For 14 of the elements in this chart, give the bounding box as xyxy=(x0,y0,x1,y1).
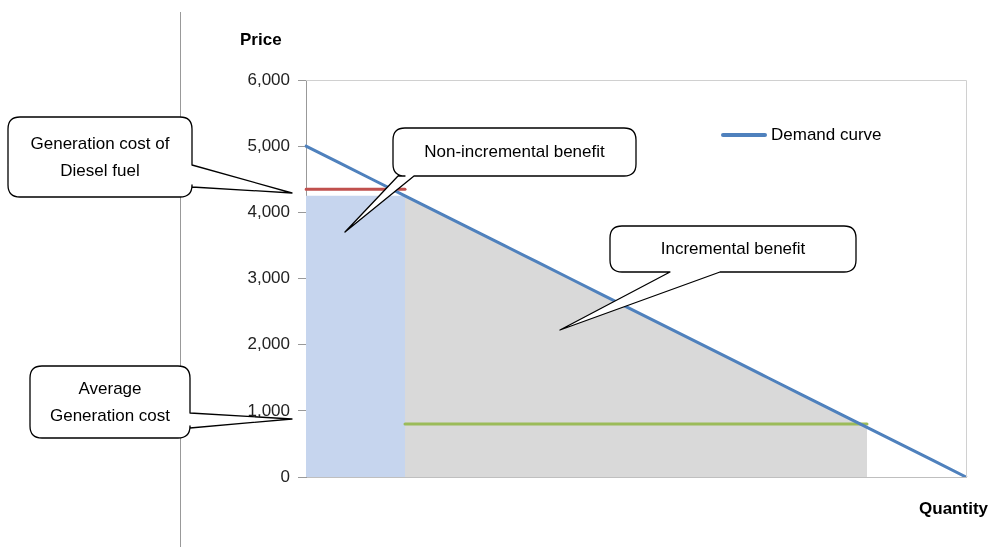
annotation: Non-incremental benefit xyxy=(423,141,606,164)
speech-bubble: Incremental benefit xyxy=(560,226,856,330)
y-tick-label: 5,000 xyxy=(247,135,290,155)
y-axis-title: Price xyxy=(240,30,282,50)
y-tick-label: 1,000 xyxy=(247,400,290,420)
speech-bubble: Non-incremental benefit xyxy=(345,128,636,232)
y-tick-label: 2,000 xyxy=(247,334,290,354)
legend-label: Demand curve xyxy=(771,125,882,145)
y-tick-label: 3,000 xyxy=(247,268,290,288)
y-tick-label: 0 xyxy=(280,466,290,486)
y-tick-label: 6,000 xyxy=(247,69,290,89)
x-axis-title: Quantity xyxy=(919,499,988,519)
y-tick-label: 4,000 xyxy=(247,202,290,222)
annotation: Incremental benefit xyxy=(659,238,807,261)
